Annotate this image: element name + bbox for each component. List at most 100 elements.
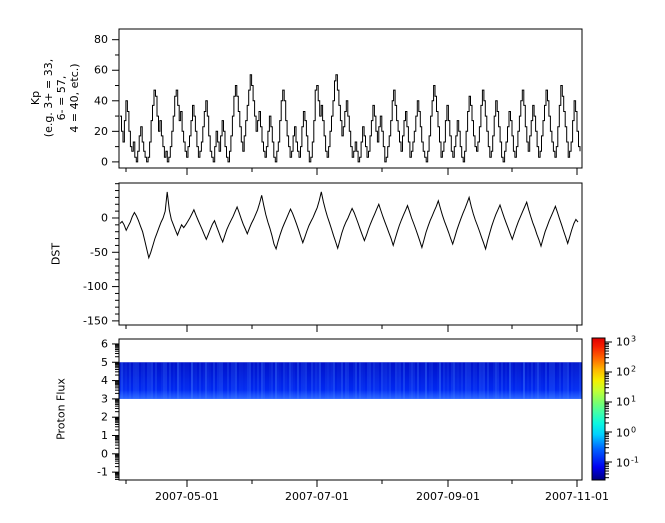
proton-flux-streak [339, 362, 341, 399]
proton-flux-streak [481, 362, 483, 399]
proton-flux-streak [249, 362, 251, 399]
proton-flux-streak [155, 362, 157, 399]
dst-series [119, 191, 579, 260]
cb-mantissa: 10 [616, 426, 630, 440]
proton-flux-streak [185, 362, 187, 399]
proton-flux-streak [317, 362, 319, 399]
colorbar [591, 337, 606, 481]
proton-flux-streak [483, 362, 485, 399]
proton-flux-streak [409, 362, 411, 399]
proton-flux-streak [329, 362, 331, 399]
proton-flux-streak [195, 362, 197, 399]
proton-flux-streak [129, 362, 131, 399]
proton-flux-streak [573, 362, 575, 399]
proton-flux-streak [459, 362, 461, 399]
colorbar-tick-label-1e-1: 10-1 [616, 455, 639, 470]
proton-flux-streak [161, 362, 163, 399]
proton-flux-streak [367, 362, 369, 399]
proton-flux-streak [263, 362, 265, 399]
proton-flux-streak [337, 362, 339, 399]
proton-flux-streak [121, 362, 123, 399]
panel-border-dst [118, 182, 583, 326]
proton-flux-streak [243, 362, 245, 399]
proton-flux-streak [275, 362, 277, 399]
proton-flux-streak [575, 362, 577, 399]
panel-border-kp [118, 28, 583, 169]
proton-flux-streak [559, 362, 561, 399]
proton-flux-axis-label: Proton Flux [54, 378, 68, 440]
proton-flux-streak [233, 362, 235, 399]
y-tick-label-proton_flux: 6 [101, 337, 108, 350]
proton-flux-streak [501, 362, 503, 399]
proton-flux-streak [413, 362, 415, 399]
proton-flux-streak [523, 362, 525, 399]
proton-flux-streak [203, 362, 205, 399]
cb-mantissa: 10 [616, 335, 630, 349]
proton-flux-streak [509, 362, 511, 399]
proton-flux-streak [187, 362, 189, 399]
proton-flux-streak [545, 362, 547, 399]
proton-flux-streak [421, 362, 423, 399]
proton-flux-streak [431, 362, 433, 399]
cb-exponent: 3 [631, 334, 637, 344]
proton-flux-streak [395, 362, 397, 399]
y-tick-label-proton_flux: 3 [101, 392, 108, 405]
panel-border-proton_flux [118, 338, 583, 481]
kp-axis-label-line4: 4 = 40, etc.) [68, 63, 81, 133]
proton-flux-streak [147, 362, 149, 399]
proton-flux-streak [487, 362, 489, 399]
proton-flux-streak [571, 362, 573, 399]
proton-flux-streak [527, 362, 529, 399]
proton-flux-streak [315, 362, 317, 399]
cb-mantissa: 10 [616, 365, 630, 379]
proton-flux-streak [331, 362, 333, 399]
colorbar-tick-label-1e3: 103 [616, 334, 637, 349]
proton-flux-streak [303, 362, 305, 399]
proton-flux-streak [217, 362, 219, 399]
proton-flux-streak [371, 362, 373, 399]
y-tick-label-kp: 60 [94, 64, 108, 77]
x-tick-label-nov: 2007-11-01 [545, 490, 609, 503]
proton-flux-streak [143, 362, 145, 399]
proton-flux-streak [495, 362, 497, 399]
proton-flux-streak [257, 362, 259, 399]
y-tick-label-proton_flux: 2 [101, 411, 108, 424]
proton-flux-streak [473, 362, 475, 399]
y-tick-label-kp: 0 [101, 155, 108, 168]
y-tick-label-proton_flux: 4 [101, 374, 108, 387]
proton-flux-streak [461, 362, 463, 399]
proton-flux-streak [287, 362, 289, 399]
proton-flux-streak [293, 362, 295, 399]
cb-exponent: 2 [631, 364, 637, 374]
proton-flux-streak [579, 362, 581, 399]
proton-flux-streak [429, 362, 431, 399]
proton-flux-streak [353, 362, 355, 399]
y-tick-label-kp: 40 [94, 94, 108, 107]
y-tick-label-proton_flux: 1 [101, 429, 108, 442]
proton-flux-streak [519, 362, 521, 399]
proton-flux-streak [535, 362, 537, 399]
proton-flux-streak [553, 362, 555, 399]
cb-mantissa: 10 [616, 395, 630, 409]
proton-flux-streak [355, 362, 357, 399]
proton-flux-streak [193, 362, 195, 399]
proton-flux-streak [493, 362, 495, 399]
proton-flux-streak [549, 362, 551, 399]
proton-flux-streak [557, 362, 559, 399]
proton-flux-streak [151, 362, 153, 399]
proton-flux-streak [467, 362, 469, 399]
proton-flux-streak [515, 362, 517, 399]
proton-flux-streak [285, 362, 287, 399]
proton-flux-streak [417, 362, 419, 399]
proton-flux-streak [165, 362, 167, 399]
proton-flux-streak [291, 362, 293, 399]
proton-flux-streak [537, 362, 539, 399]
x-tick-label-jul: 2007-07-01 [285, 490, 349, 503]
proton-flux-streak [141, 362, 143, 399]
proton-flux-streak [269, 362, 271, 399]
kp-axis-label: Kp (e.g. 3+ = 33, 6- = 57, 4 = 40, etc.) [29, 59, 81, 137]
proton-flux-streak [245, 362, 247, 399]
proton-flux-streak [373, 362, 375, 399]
